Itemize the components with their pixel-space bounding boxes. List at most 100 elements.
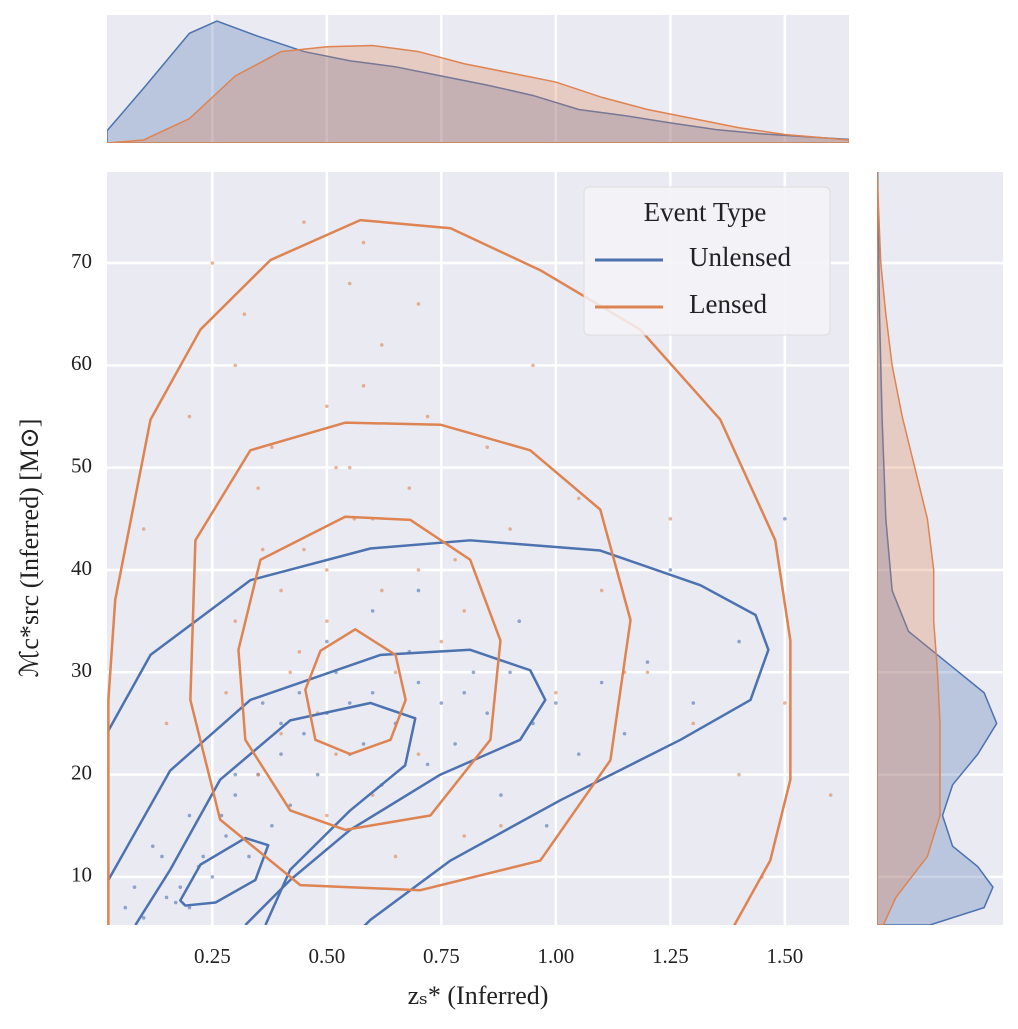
scatter-point <box>361 240 366 245</box>
scatter-point <box>178 885 183 889</box>
scatter-point <box>554 701 558 705</box>
scatter-point <box>279 721 283 726</box>
scatter-point <box>210 875 215 879</box>
scatter-point <box>224 690 228 695</box>
scatter-point <box>297 690 302 695</box>
top-marginal-background <box>107 15 849 143</box>
y-axis-label: ℳc*src (Inferred) [M⊙] <box>15 419 44 678</box>
y-tick-label: 20 <box>71 760 92 784</box>
scatter-point <box>334 465 338 470</box>
contours <box>107 218 792 925</box>
kde-contour <box>237 515 502 832</box>
scatter-point <box>242 312 247 317</box>
scatter-point <box>599 588 604 593</box>
x-tick-label: 0.25 <box>194 944 231 968</box>
scatter-point <box>279 588 283 593</box>
scatter-point <box>576 496 581 501</box>
kde-contour <box>107 648 547 925</box>
scatter-point <box>325 404 329 409</box>
legend-title: Event Type <box>644 197 767 227</box>
scatter-point <box>370 690 375 695</box>
scatter-point <box>347 465 352 470</box>
scatter-point <box>416 568 421 572</box>
scatter-point <box>279 731 283 736</box>
scatter-point <box>260 547 265 552</box>
scatter-point <box>485 445 489 450</box>
scatter-point <box>151 844 155 849</box>
scatter-point <box>737 639 741 644</box>
scatter-point <box>393 854 398 859</box>
scatter-point <box>334 752 338 756</box>
top-marginal <box>107 20 849 143</box>
scatter-point <box>416 588 421 593</box>
scatter-point <box>325 619 329 623</box>
legend-box <box>583 186 831 336</box>
scatter-point <box>668 517 673 521</box>
scatter-point <box>645 670 650 675</box>
scatter-point <box>416 680 421 685</box>
scatter-point <box>425 414 430 419</box>
scatter-point <box>416 752 421 756</box>
scatter-point <box>691 721 696 726</box>
scatter-point <box>201 854 205 859</box>
scatter-point <box>485 711 489 716</box>
scatter-point <box>425 762 430 767</box>
scatter-point <box>554 690 558 695</box>
right-marginal <box>877 172 998 925</box>
scatter-point <box>288 803 293 808</box>
y-tick-label: 10 <box>71 863 92 887</box>
legend: Event Type Unlensed Lensed <box>583 186 831 336</box>
scatter-point <box>439 639 444 644</box>
scatter-point <box>187 905 192 910</box>
scatter-point <box>187 414 192 419</box>
scatter-point <box>325 813 329 818</box>
marginal-kde <box>877 172 941 925</box>
scatter-point <box>233 772 238 777</box>
scatter-point <box>370 609 375 613</box>
scatter-point <box>302 731 306 736</box>
scatter-point <box>260 701 265 705</box>
scatter-point <box>576 752 581 756</box>
scatter-point <box>453 742 457 746</box>
scatter-point <box>302 220 306 224</box>
scatter-point <box>599 680 604 685</box>
y-tick-label: 40 <box>71 556 92 580</box>
scatter-point <box>462 609 467 613</box>
scatter-point <box>453 557 457 562</box>
legend-label: Unlensed <box>689 242 791 272</box>
scatter-point <box>160 854 164 859</box>
x-tick-label: 0.75 <box>423 944 460 968</box>
scatter-point <box>164 895 169 900</box>
scatter-point <box>407 486 412 490</box>
scatter-point <box>380 343 384 347</box>
x-tick-label: 1.25 <box>652 944 689 968</box>
kde-contour <box>107 539 770 925</box>
scatter-point <box>361 742 366 746</box>
y-tick-label: 70 <box>71 249 92 273</box>
scatter-point <box>531 363 535 368</box>
scatter-point <box>737 772 741 777</box>
scatter-point <box>325 639 329 644</box>
scatter-point <box>347 701 352 705</box>
scatter-point <box>508 527 512 531</box>
scatter-point <box>256 486 260 490</box>
scatter-point <box>288 670 293 675</box>
scatter-point <box>517 619 522 623</box>
scatter-point <box>256 772 260 777</box>
scatter-point <box>224 834 228 838</box>
scatter-point <box>783 701 787 705</box>
kde-contour <box>179 836 270 907</box>
scatter-point <box>668 568 673 572</box>
scatter-point <box>691 701 696 705</box>
scatter-point <box>302 547 306 552</box>
scatter-point <box>141 916 146 920</box>
scatter-points <box>123 220 833 920</box>
scatter-point <box>380 588 384 593</box>
scatter-point <box>439 701 444 705</box>
y-tick-label: 50 <box>71 453 92 477</box>
kde-contour <box>107 218 792 925</box>
scatter-point <box>187 813 192 818</box>
scatter-point <box>173 900 178 905</box>
scatter-point <box>416 302 421 306</box>
